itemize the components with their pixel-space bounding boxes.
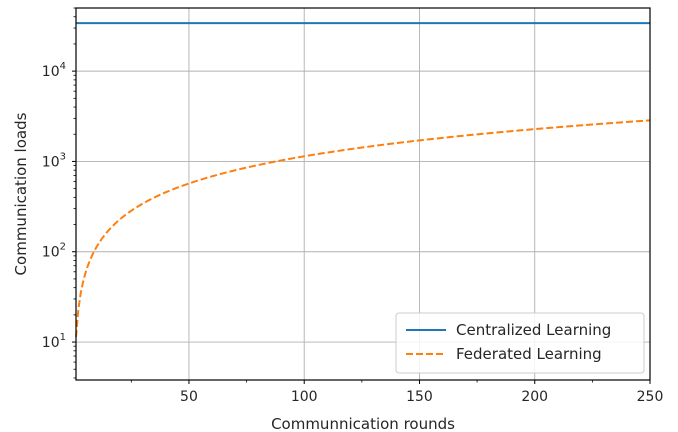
y-tick-base: 10	[42, 64, 60, 80]
plot-frame	[75, 7, 651, 381]
y-tick-exponent: 2	[60, 242, 66, 253]
x-tick-label: 50	[180, 389, 198, 405]
x-tick-label: 100	[291, 389, 318, 405]
y-tick-label: 104	[42, 61, 66, 80]
x-tick-label: 150	[406, 389, 433, 405]
y-tick-base: 10	[42, 335, 60, 351]
y-tick-base: 10	[42, 154, 60, 170]
legend: Centralized Learning Federated Learning	[395, 312, 645, 374]
legend-label: Centralized Learning	[456, 321, 611, 339]
y-axis-label: Communication loads	[12, 112, 30, 275]
legend-label: Federated Learning	[456, 345, 602, 363]
y-tick-exponent: 3	[60, 151, 66, 162]
y-tick-label: 103	[42, 151, 66, 170]
x-tick-label: 250	[637, 389, 664, 405]
y-tick-label: 101	[42, 332, 66, 351]
y-tick-exponent: 4	[60, 61, 66, 72]
x-axis: 50 100 150 200 250	[130, 380, 664, 405]
legend-box	[395, 312, 645, 374]
grid	[76, 8, 650, 380]
y-tick-exponent: 1	[60, 332, 66, 343]
series-layer	[75, 22, 651, 337]
series-line	[75, 119, 651, 337]
x-tick-label: 200	[521, 389, 548, 405]
x-axis-label: Communnication rounds	[271, 415, 455, 432]
y-tick-base: 10	[42, 245, 60, 261]
y-tick-label: 102	[42, 242, 66, 261]
